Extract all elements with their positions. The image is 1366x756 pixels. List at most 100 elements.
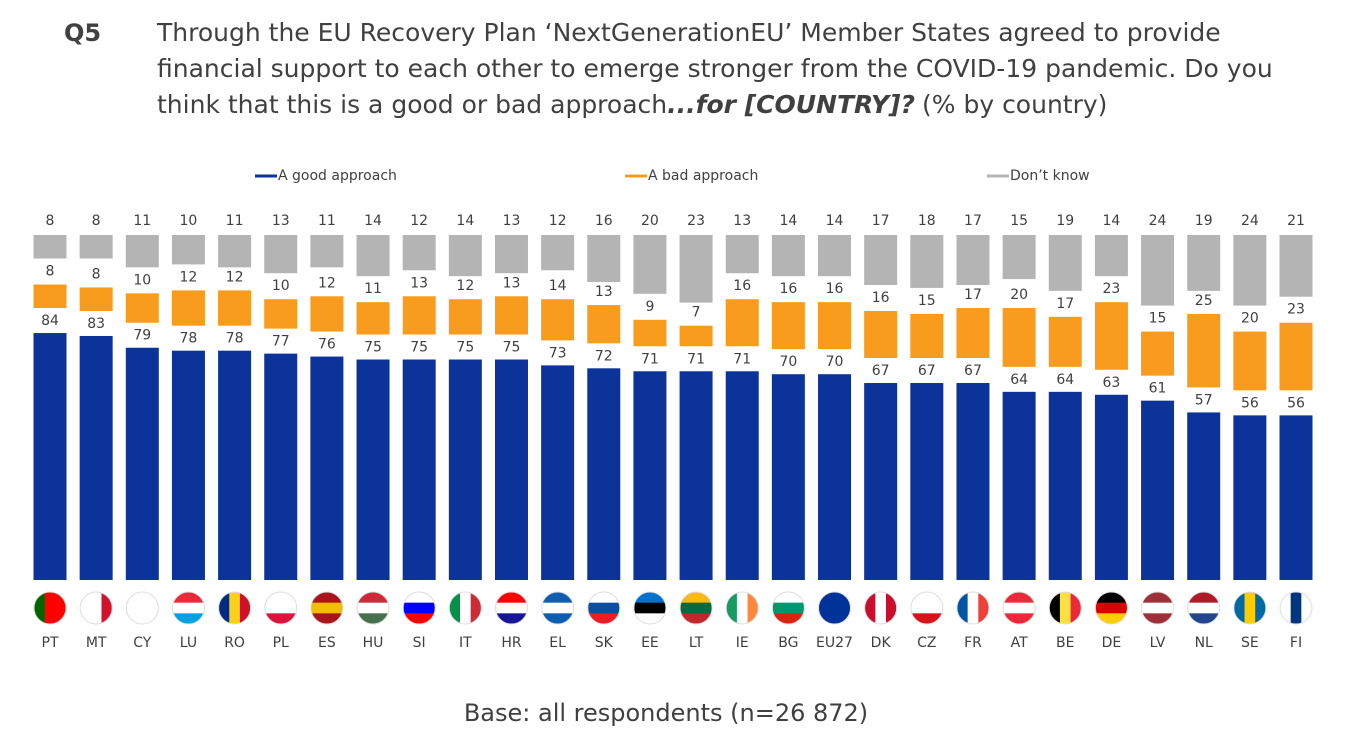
x-tick-label: IE <box>736 635 749 651</box>
value-label: 20 <box>1241 311 1259 327</box>
value-label: 13 <box>410 275 428 291</box>
bar-dont-know <box>1141 235 1175 306</box>
value-label: 16 <box>872 290 890 306</box>
bar-bad <box>448 299 482 335</box>
bar-good <box>864 383 898 580</box>
value-label: 13 <box>595 284 613 300</box>
flag-rim <box>956 591 990 625</box>
flag <box>1233 592 1266 624</box>
bar-dont-know <box>310 235 344 268</box>
flag <box>80 592 113 624</box>
value-label: 14 <box>826 213 844 229</box>
bar-bad <box>1187 313 1221 388</box>
bar-bad <box>125 293 159 323</box>
bar-bad <box>633 319 667 347</box>
value-label: 75 <box>364 340 382 356</box>
flag-stripe <box>541 613 574 624</box>
x-tick-label: EE <box>641 635 659 651</box>
flag <box>172 592 205 624</box>
x-tick-label: EL <box>549 635 566 651</box>
flag-stripe <box>1187 592 1220 604</box>
flag-stripe <box>839 592 851 624</box>
value-label: 64 <box>1056 372 1074 388</box>
value-label: 16 <box>733 278 751 294</box>
x-tick-label: HR <box>501 635 522 651</box>
bar-bad <box>771 302 805 350</box>
bar-good <box>310 356 344 580</box>
bar-good <box>402 359 436 580</box>
bar-dont-know <box>218 235 252 268</box>
bar-good <box>1187 412 1221 580</box>
value-label: 12 <box>226 269 244 285</box>
bar-good <box>1048 391 1082 580</box>
bar-good <box>541 365 575 580</box>
value-label: 10 <box>272 278 290 294</box>
bar-good <box>448 359 482 580</box>
value-label: 19 <box>1195 213 1213 229</box>
value-label: 16 <box>779 281 797 297</box>
x-tick-label: SK <box>595 635 614 651</box>
value-label: 13 <box>503 213 521 229</box>
bar-dont-know <box>33 235 67 259</box>
flag-stripe <box>264 602 297 614</box>
bar-bad <box>402 296 436 335</box>
value-label: 14 <box>549 278 567 294</box>
flag-stripe <box>956 592 969 624</box>
value-label: 12 <box>180 269 198 285</box>
value-label: 15 <box>1149 311 1167 327</box>
value-label: 12 <box>549 213 567 229</box>
bar-bad <box>1002 308 1036 367</box>
flag-stripe <box>172 602 205 614</box>
flag-stripe <box>1059 592 1072 624</box>
x-tick-label: LT <box>689 635 704 651</box>
x-tick-label: SE <box>1241 635 1259 651</box>
bar-dont-know <box>1279 235 1313 297</box>
flag-stripe <box>264 613 297 624</box>
flag-stripe <box>310 592 343 604</box>
bar-bad <box>218 290 252 326</box>
flag-stripe <box>90 592 102 624</box>
flag-stripe <box>875 592 887 624</box>
bar-good <box>356 359 390 580</box>
flag-stripe <box>1003 592 1036 604</box>
bar-dont-know <box>1002 235 1036 280</box>
bar-good <box>1094 394 1128 580</box>
flag-stripe <box>55 592 66 624</box>
x-tick-label: AT <box>1011 635 1028 651</box>
bar-dont-know <box>125 235 159 268</box>
bar-dont-know <box>402 235 436 271</box>
flag <box>126 592 159 624</box>
value-label: 56 <box>1241 395 1259 411</box>
flag <box>264 592 297 624</box>
bar-bad <box>33 284 67 309</box>
legend-label: Don’t know <box>1010 168 1090 184</box>
bar-dont-know <box>679 235 713 303</box>
flag-rim <box>1279 591 1313 625</box>
flag <box>1141 592 1174 624</box>
bar-bad <box>864 310 898 359</box>
value-label: 14 <box>364 213 382 229</box>
value-label: 19 <box>1056 213 1074 229</box>
flag-stripe <box>1301 592 1312 624</box>
flag-rim <box>125 591 159 625</box>
flag <box>541 592 574 624</box>
x-tick-label: PT <box>42 635 59 651</box>
bar-bad <box>79 287 113 311</box>
title-text: think that this is a good or bad approac… <box>157 90 667 119</box>
x-tick-label: CZ <box>917 635 936 651</box>
bar-good <box>910 383 944 580</box>
value-label: 11 <box>226 213 244 229</box>
flag-rim <box>448 591 482 625</box>
value-label: 8 <box>46 213 55 229</box>
value-label: 10 <box>180 213 198 229</box>
bar-bad <box>587 305 621 344</box>
flag-stripe <box>101 592 113 624</box>
value-label: 23 <box>1287 302 1305 318</box>
value-label: 25 <box>1195 293 1213 309</box>
flag <box>818 592 851 624</box>
bar-bad <box>1279 322 1313 391</box>
flag-stripe <box>136 592 149 624</box>
flag-stripe <box>470 592 482 624</box>
